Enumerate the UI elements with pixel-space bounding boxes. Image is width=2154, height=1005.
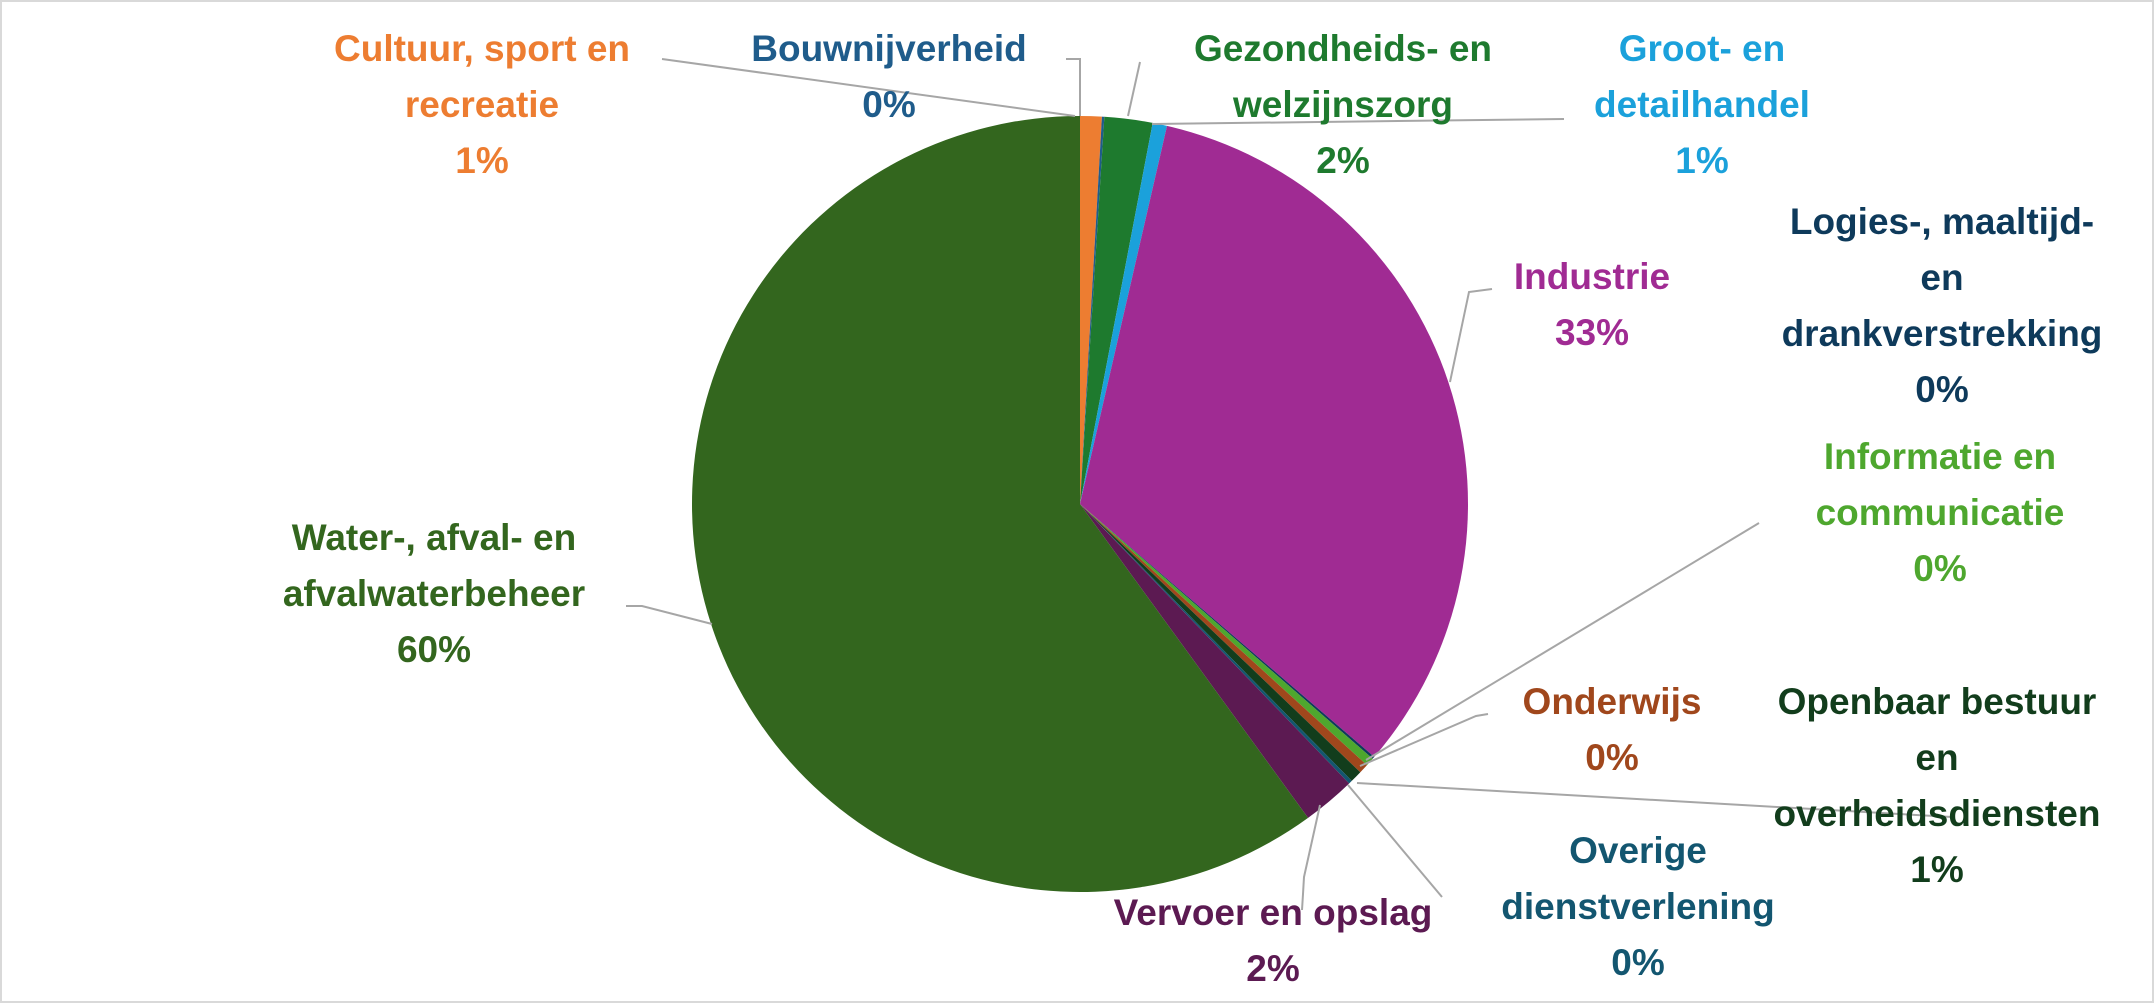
data-label-water-afval-en-afvalwaterbeheer: Water-, afval- en afvalwaterbeheer 60% <box>283 517 585 670</box>
data-label-category: Cultuur, sport en <box>334 28 630 69</box>
data-label-category: afvalwaterbeheer <box>283 573 585 614</box>
leader-line-gezondheids-en-welzijnszorg <box>1127 61 1141 117</box>
data-label-category: communicatie <box>1816 492 2065 533</box>
data-label-logies-maaltijd-en-drankverstrekking: Logies-, maaltijd-en drankverstrekking 0% <box>1782 201 2103 410</box>
pie-slice-informatie-en-communicatie <box>1080 504 1373 766</box>
data-label-category: Vervoer en opslag <box>1114 892 1433 933</box>
data-label-category: Gezondheids- en <box>1194 28 1492 69</box>
data-label-percent: 60% <box>397 629 471 670</box>
data-label-category: Informatie en <box>1824 436 2056 477</box>
data-label-bouwnijverheid: Bouwnijverheid 0% <box>751 28 1026 125</box>
leader-line-vervoer-en-opslag <box>1301 804 1321 911</box>
data-label-category: detailhandel <box>1594 84 1810 125</box>
pie-slice-groot-en-detailhandel <box>1080 122 1168 504</box>
data-label-percent: 1% <box>1910 849 1963 890</box>
data-label-category: Bouwnijverheid <box>751 28 1026 69</box>
data-label-percent: 0% <box>1913 548 1966 589</box>
pie-slice-gezondheids-en-welzijnszorg <box>1080 116 1153 505</box>
leader-line-overige-dienstverlening <box>1347 784 1443 898</box>
pie-slice-water-afval-en-afvalwaterbeheer <box>691 116 1309 893</box>
data-label-category: overheidsdiensten <box>1774 793 2101 834</box>
leader-line-water-afval-en-afvalwaterbeheer <box>626 605 713 625</box>
pie-slice-vervoer-en-opslag <box>1080 504 1350 818</box>
data-label-category: drankverstrekking <box>1782 313 2103 354</box>
pie-slice-onderwijs <box>1080 504 1367 773</box>
pie-slice-logies-maaltijd-en-drankverstrekking <box>1080 504 1375 759</box>
pie-slices <box>691 116 1468 893</box>
data-label-percent: 0% <box>862 84 915 125</box>
data-label-cultuur-sport-en-recreatie: Cultuur, sport en recreatie 1% <box>334 28 630 181</box>
data-label-percent: 2% <box>1316 140 1369 181</box>
data-label-category: en <box>1920 257 1963 298</box>
data-label-category: Logies-, maaltijd- <box>1790 201 2094 242</box>
data-label-category: dienstverlening <box>1501 886 1774 927</box>
data-label-gezondheids-en-welzijnszorg: Gezondheids- en welzijnszorg 2% <box>1194 28 1492 181</box>
data-label-category: Overige <box>1569 830 1707 871</box>
data-labels: Cultuur, sport en recreatie 1% Bouwnijverhe… <box>283 28 2103 989</box>
leader-lines <box>626 58 1953 911</box>
leader-line-groot-en-detailhandel <box>1151 118 1565 125</box>
data-label-percent: 1% <box>1675 140 1728 181</box>
data-label-category: welzijnszorg <box>1232 84 1453 125</box>
pie-slice-openbaar-bestuur-en-overheidsdiensten <box>1080 504 1361 781</box>
data-label-vervoer-en-opslag: Vervoer en opslag 2% <box>1114 892 1433 989</box>
data-label-percent: 0% <box>1611 942 1664 983</box>
leader-line-industrie <box>1449 288 1493 383</box>
data-label-category: Industrie <box>1514 256 1670 297</box>
data-label-category: Water-, afval- en <box>292 517 576 558</box>
pie-slice-industrie <box>1080 125 1468 757</box>
data-label-percent: 1% <box>455 140 508 181</box>
data-label-category: Onderwijs <box>1523 681 1702 722</box>
data-label-informatie-en-communicatie: Informatie en communicatie 0% <box>1816 436 2065 589</box>
data-label-groot-en-detailhandel: Groot- en detailhandel 1% <box>1594 28 1810 181</box>
leader-line-bouwnijverheid <box>1066 58 1081 116</box>
data-label-category: Openbaar bestuur <box>1778 681 2097 722</box>
data-label-industrie: Industrie 33% <box>1514 256 1670 353</box>
data-label-category: Groot- en <box>1619 28 1785 69</box>
leader-line-cultuur-sport-en-recreatie <box>661 58 1076 117</box>
leader-line-openbaar-bestuur-en-overheidsdiensten <box>1356 782 1953 818</box>
data-label-percent: 2% <box>1246 948 1299 989</box>
data-label-openbaar-bestuur-en-overheidsdiensten: Openbaar bestuur en overheidsdiensten 1% <box>1774 681 2101 890</box>
data-label-category: en <box>1915 737 1958 778</box>
data-label-overige-dienstverlening: Overige dienstverlening 0% <box>1501 830 1774 983</box>
data-label-onderwijs: Onderwijs 0% <box>1523 681 1702 778</box>
data-label-category: recreatie <box>405 84 559 125</box>
leader-line-informatie-en-communicatie <box>1365 522 1760 761</box>
leader-line-onderwijs <box>1359 713 1489 767</box>
data-label-percent: 0% <box>1915 369 1968 410</box>
data-label-percent: 33% <box>1555 312 1629 353</box>
pie-slice-bouwnijverheid <box>1080 116 1105 504</box>
pie-slice-overige-dienstverlening <box>1080 504 1352 784</box>
data-label-percent: 0% <box>1585 737 1638 778</box>
pie-slice-cultuur-sport-en-recreatie <box>1080 116 1102 504</box>
